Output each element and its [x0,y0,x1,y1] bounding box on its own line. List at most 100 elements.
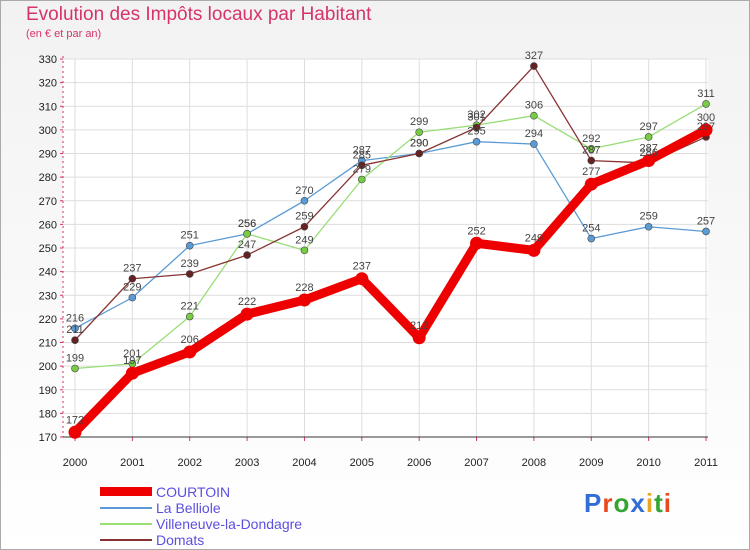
data-label-domats: 285 [353,149,371,161]
data-point-courtoin [470,236,484,250]
data-label-villeneuve-la-dondagre: 201 [123,348,141,360]
data-point-domats [243,251,251,259]
data-label-courtoin: 277 [582,166,600,178]
data-point-la-belliole [185,241,194,250]
data-label-courtoin: 212 [410,320,428,332]
y-tick-label: 220 [39,314,57,326]
data-point-villeneuve-la-dondagre [702,100,710,108]
data-point-courtoin [183,345,197,359]
legend-label: Domats [156,532,205,548]
data-label-courtoin: 300 [697,112,715,124]
data-label-villeneuve-la-dondagre: 302 [467,109,485,121]
data-point-la-belliole [644,222,653,231]
series-line-la-belliole [74,141,707,329]
legend-swatch [100,523,152,525]
data-label-domats: 247 [238,239,256,251]
y-tick-label: 320 [39,78,57,90]
data-label-villeneuve-la-dondagre: 311 [697,88,715,100]
x-tick-label: 2003 [235,457,259,469]
legend-label: COURTOIN [156,484,231,500]
proxiti-logo: Proxiti [584,488,672,519]
legend-swatch [100,539,152,541]
data-label-courtoin: 206 [181,334,199,346]
data-point-la-belliole [71,324,79,333]
data-point-villeneuve-la-dondagre [71,364,79,373]
series-line-domats [74,65,707,341]
data-label-courtoin: 172 [66,414,84,426]
data-label-villeneuve-la-dondagre: 221 [181,301,199,313]
data-point-domats [300,222,309,231]
data-point-domats [128,274,137,283]
legend-swatch [100,487,152,496]
data-label-villeneuve-la-dondagre: 279 [353,163,371,175]
data-point-courtoin [68,425,82,439]
data-label-villeneuve-la-dondagre: 199 [66,352,84,364]
y-tick-label: 170 [39,432,57,444]
data-point-villeneuve-la-dondagre [243,230,251,238]
data-label-domats: 287 [582,145,600,157]
data-label-la-belliole: 287 [353,145,371,157]
series-line-courtoin [70,125,711,437]
data-point-villeneuve-la-dondagre [415,128,423,137]
y-tick-label: 300 [39,125,57,137]
x-tick-label: 2007 [464,457,488,469]
data-label-domats: 259 [295,211,313,223]
chart-title: Evolution des Impôts locaux par Habitant [26,4,372,25]
data-point-villeneuve-la-dondagre [300,246,309,255]
data-label-la-belliole: 254 [582,223,600,235]
data-label-domats: 290 [410,138,428,150]
data-label-la-belliole: 251 [181,230,199,242]
y-tick-label: 180 [39,408,57,420]
y-tick-label: 310 [39,101,57,113]
data-point-domats [472,123,481,132]
data-label-courtoin: 222 [238,296,256,308]
data-label-domats: 301 [467,112,485,124]
data-point-villeneuve-la-dondagre [644,133,653,141]
y-tick-label: 210 [39,338,57,350]
x-tick-label: 2004 [292,457,316,469]
data-label-courtoin: 228 [295,282,313,294]
data-point-domats [530,62,538,70]
y-tick-label: 260 [39,219,57,231]
x-tick-label: 2009 [579,457,603,469]
data-point-domats [415,149,423,158]
data-label-la-belliole: 270 [295,185,313,197]
data-label-la-belliole: 290 [410,138,428,150]
x-tick-label: 2006 [407,457,431,469]
data-label-la-belliole: 259 [639,211,657,223]
data-label-villeneuve-la-dondagre: 306 [525,100,543,112]
data-label-domats: 239 [181,258,199,270]
data-label-courtoin: 249 [525,232,543,244]
chart-subtitle: (en € et par an) [26,28,102,40]
axes: 170 180 190 200 210 220 230 240 250 260 270 280 290 3… [39,54,718,469]
data-point-courtoin [240,307,254,321]
data-label-villeneuve-la-dondagre: 249 [295,234,313,246]
data-label-villeneuve-la-dondagre: 292 [582,133,600,145]
data-point-courtoin [584,177,598,191]
x-tick-label: 2002 [177,457,201,469]
y-tick-label: 230 [39,290,57,302]
data-label-villeneuve-la-dondagre: 256 [238,218,256,230]
data-point-domats [358,161,366,170]
x-tick-label: 2011 [694,457,718,469]
data-label-domats: 237 [123,263,141,275]
data-label-courtoin: 287 [639,143,657,155]
data-labels: 216 229 251 256 270 287 290 295 294 254 259 257 199 2… [66,50,715,426]
data-label-la-belliole: 295 [467,126,485,138]
data-label-la-belliole: 256 [238,218,256,230]
data-label-villeneuve-la-dondagre: 297 [639,121,657,133]
legend-swatch [100,507,152,509]
data-point-la-belliole [530,140,538,148]
data-label-villeneuve-la-dondagre: 299 [410,116,428,128]
data-point-villeneuve-la-dondagre [587,144,596,153]
data-label-la-belliole: 257 [697,215,715,227]
data-point-domats [587,156,596,165]
y-tick-label: 270 [39,196,57,208]
y-tick-label: 290 [39,149,57,161]
y-tick-label: 330 [39,54,57,66]
x-tick-label: 2010 [636,457,660,469]
data-label-domats: 327 [525,50,543,62]
y-tick-label: 280 [39,172,57,184]
grid-lines [63,58,708,438]
data-point-la-belliole [300,196,309,205]
